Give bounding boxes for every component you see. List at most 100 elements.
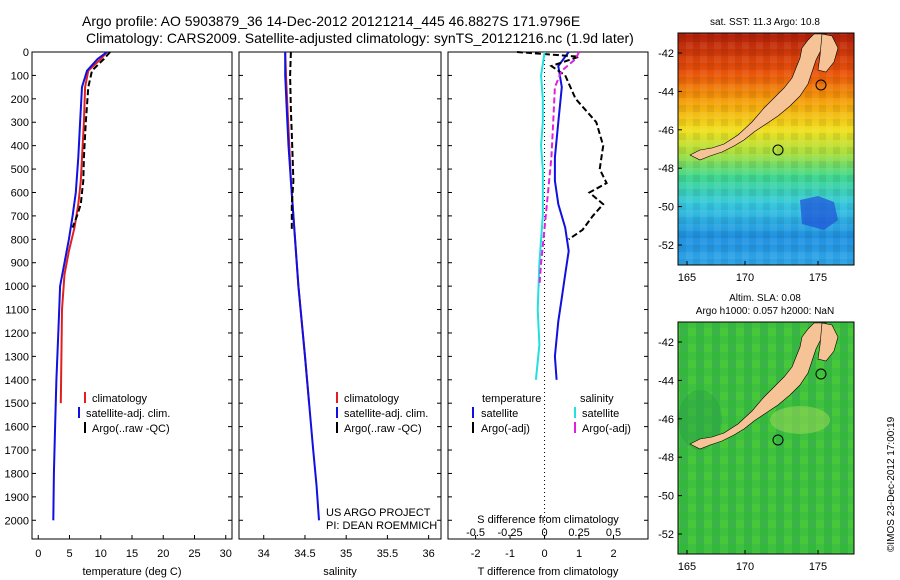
- series-line-temperature-satellite: [553, 51, 570, 380]
- legend-swatch-s-argo: [574, 422, 576, 433]
- lon-tick-label: 175: [809, 272, 827, 284]
- series-line-salinity-argo-adj-: [538, 51, 580, 287]
- difference-legend: temperature salinity satellite Argo(-adj…: [472, 393, 631, 435]
- y-tick-label: 1600: [5, 422, 29, 434]
- x-tick-label: 1: [576, 548, 582, 560]
- legend-swatch-satellite: [336, 407, 338, 418]
- x-tick-label: 35: [340, 548, 352, 560]
- legend-label-climatology: climatology: [92, 393, 148, 405]
- sla-high-patch: [770, 406, 830, 434]
- y-tick-label: 1900: [5, 492, 29, 504]
- x-tick-label: 0: [541, 548, 547, 560]
- lat-tick-label: -42: [658, 337, 674, 349]
- y-tick-label: 100: [11, 70, 29, 82]
- y-tick-label: 1800: [5, 468, 29, 480]
- legend-label-satellite: satellite-adj. clim.: [86, 408, 170, 420]
- temperature-xlabel: temperature (deg C): [82, 566, 181, 578]
- sst-map: sat. SST: 11.3 Argo: 10.8 -42 -44 -46 -48 -5…: [658, 17, 855, 284]
- north-island-landmass: [817, 33, 839, 73]
- argo-location-marker: [815, 368, 827, 380]
- legend-label-argo: Argo(..raw -QC): [92, 423, 170, 435]
- x-tick-label: 15: [126, 548, 138, 560]
- s-tick-label: 0: [541, 527, 547, 539]
- series-line-climatology: [284, 51, 311, 404]
- lon-tick-label: 170: [736, 561, 754, 573]
- sla-map: Altim. SLA: 0.08 Argo h1000: 0.057 h2000…: [658, 293, 855, 573]
- difference-axes: [447, 51, 649, 540]
- south-island-landmass: [689, 322, 827, 450]
- series-line-climatology: [59, 51, 108, 404]
- y-tick-label: 500: [11, 164, 29, 176]
- lat-tick-label: -50: [658, 491, 674, 503]
- y-tick-label: 1000: [5, 281, 29, 293]
- temperature-legend: climatology satellite-adj. clim. Argo(..…: [78, 392, 170, 435]
- temperature-panel: 0 5 10 15 20 25 30 0 100 200 300 400 500 600 700 800 90…: [5, 47, 233, 578]
- legend-swatch-climatology: [336, 392, 338, 403]
- y-tick-label: 1200: [5, 328, 29, 340]
- y-tick-label: 700: [11, 211, 29, 223]
- lon-tick-label: 175: [809, 561, 827, 573]
- salinity-xlabel: salinity: [323, 566, 357, 578]
- x-tick-label: 25: [188, 548, 200, 560]
- s-tick-label: 0.25: [568, 527, 589, 539]
- salinity-panel: 34 34.5 35 35.5 36 salinity climatology sate…: [238, 51, 442, 578]
- x-tick-label: 5: [66, 548, 72, 560]
- y-tick-label: 1500: [5, 398, 29, 410]
- lat-tick-label: -52: [658, 240, 674, 252]
- lat-tick-label: -42: [658, 48, 674, 60]
- series-line-argo-raw-qc-: [71, 51, 111, 228]
- salinity-axes: [238, 51, 442, 540]
- series-line-temperature-argo-adj-: [516, 51, 608, 241]
- lat-tick-label: -48: [658, 163, 674, 175]
- title-line-2: Climatology: CARS2009. Satellite-adjuste…: [86, 30, 634, 46]
- salinity-legend: climatology satellite-adj. clim. Argo(..…: [336, 392, 428, 435]
- legend-label-climatology: climatology: [344, 393, 400, 405]
- x-tick-label: 36: [423, 548, 435, 560]
- y-tick-label: 900: [11, 258, 29, 270]
- argo-location-marker: [815, 79, 827, 91]
- project-annotation: US ARGO PROJECT: [326, 507, 431, 519]
- lon-tick-label: 165: [678, 272, 696, 284]
- legend-swatch-argo: [336, 422, 338, 433]
- pi-annotation: PI: DEAN ROEMMICH: [326, 520, 437, 532]
- series-line-salinity-satellite: [534, 51, 546, 380]
- legend-swatch-satellite: [78, 407, 80, 418]
- title-line-1: Argo profile: AO 5903879_36 14-Dec-2012 …: [82, 13, 580, 29]
- legend-label-s-argo: Argo(-adj): [582, 423, 631, 435]
- lat-tick-label: -48: [658, 452, 674, 464]
- legend-swatch-t-satellite: [472, 407, 474, 418]
- difference-panel: -2 -1 0 1 2 -0.5 -0.25 0 0.25 0.5 T difference f…: [447, 51, 649, 578]
- x-tick-label: 10: [95, 548, 107, 560]
- y-tick-label: 800: [11, 234, 29, 246]
- x-tick-label: 2: [610, 548, 616, 560]
- x-tick-label: -2: [471, 548, 481, 560]
- argo-location-marker: [772, 434, 784, 446]
- sst-map-frame: [677, 32, 855, 266]
- legend-group-salinity: salinity: [580, 393, 614, 405]
- imos-credit: ©IMOS 23-Dec-2012 17:00:19: [886, 416, 897, 552]
- sla-map-title-2: Argo h1000: 0.057 h2000: NaN: [696, 306, 834, 317]
- legend-label-satellite: satellite-adj. clim.: [344, 408, 428, 420]
- sla-low-patch: [678, 390, 722, 450]
- legend-label-s-satellite: satellite: [582, 408, 619, 420]
- x-tick-label: 20: [157, 548, 169, 560]
- sst-cold-patch: [800, 196, 838, 230]
- x-tick-label: 34: [258, 548, 270, 560]
- legend-label-t-argo: Argo(-adj): [481, 423, 530, 435]
- x-tick-label: 30: [220, 548, 232, 560]
- sst-map-title: sat. SST: 11.3 Argo: 10.8: [710, 17, 820, 28]
- y-tick-label: 1700: [5, 445, 29, 457]
- s-tick-label: 0.5: [606, 527, 621, 539]
- s-tick-label: -0.25: [498, 527, 523, 539]
- series-line-satellite-adj-clim-: [52, 51, 108, 521]
- lat-tick-label: -46: [658, 414, 674, 426]
- lat-tick-label: -52: [658, 529, 674, 541]
- lat-tick-label: -44: [658, 375, 674, 387]
- y-tick-label: 400: [11, 141, 29, 153]
- y-tick-label: 600: [11, 187, 29, 199]
- argo-location-marker: [772, 144, 784, 156]
- difference-xlabel: T difference from climatology: [478, 566, 619, 578]
- s-tick-label: -0.5: [466, 527, 485, 539]
- lat-tick-label: -50: [658, 202, 674, 214]
